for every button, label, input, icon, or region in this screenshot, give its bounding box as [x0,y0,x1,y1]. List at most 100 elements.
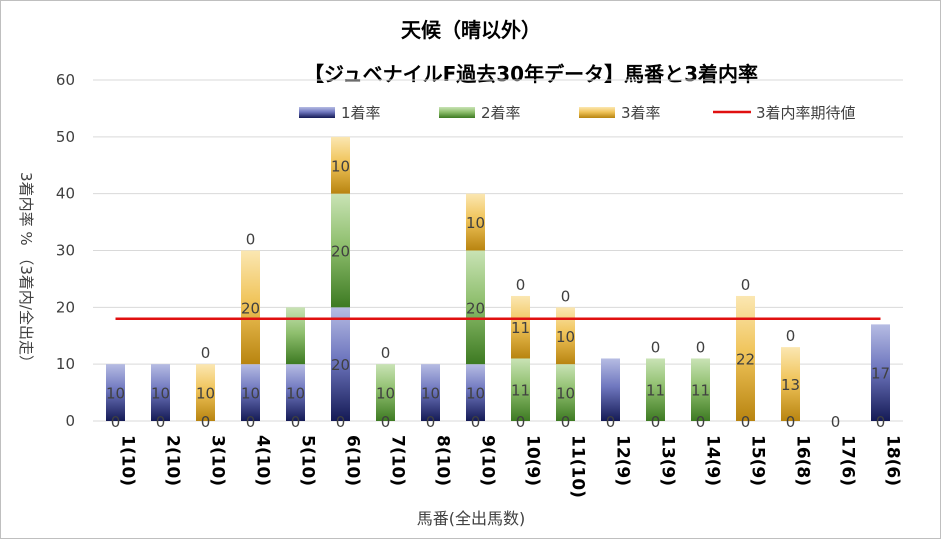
top-label: 0 [786,327,796,345]
data-label: 11 [691,382,710,400]
zero-label: 0 [561,413,571,431]
x-tick-label: 15(9) [748,435,768,486]
x-tick-label: 9(10) [478,435,498,486]
bar-segment-2 [691,358,710,421]
bar-segment-2 [331,193,350,308]
data-label: 10 [106,385,125,403]
legend: 1着率 2着率 3着率 3着内率期待値 [299,104,856,122]
data-label: 11 [511,319,530,337]
x-tick-label: 10(9) [523,435,543,486]
data-label: 10 [241,385,260,403]
data-label: 20 [331,356,350,374]
legend-label-expected: 3着内率期待値 [756,104,856,122]
data-label: 11 [511,382,530,400]
bar-labels: 10 10 10 10 20 10 20 20 10 10 10 10 20 10 11 11 10 10 11 11… [106,157,890,431]
bar-segment-3 [241,250,260,365]
data-label: 10 [151,385,170,403]
chart-title: 天候（晴以外） [401,18,541,42]
data-label: 10 [466,385,485,403]
bar-segment-1 [286,364,305,421]
zero-label: 0 [426,413,436,431]
bars [106,136,890,421]
x-tick-label: 4(10) [253,435,273,486]
data-label: 13 [781,376,800,394]
legend-swatch-3 [579,107,615,118]
x-tick-label: 12(9) [613,435,633,486]
y-tick-label: 30 [56,242,75,260]
y-tick-label: 20 [56,298,75,316]
bar-segment-1 [871,324,890,421]
legend-label-2: 2着率 [481,104,521,122]
top-label: 0 [741,276,751,294]
zero-label: 0 [381,413,391,431]
x-tick-label: 13(9) [658,435,678,486]
x-tick-label: 5(10) [298,435,318,486]
bar-segment-3 [466,193,485,251]
zero-label: 0 [831,413,841,431]
chart-subtitle: 【ジュベナイルF過去30年データ】馬番と3着内率 [304,62,758,86]
bar-segment-3 [781,347,800,421]
x-tick-label: 2(10) [163,435,183,486]
legend-label-1: 1着率 [341,104,381,122]
x-tick-label: 1(10) [118,435,138,486]
x-axis-ticks: 1(10) 2(10) 3(10) 4(10) 5(10) 6(10) 7(10) 8(10)… [118,435,903,498]
x-tick-label: 11(10) [568,435,588,498]
data-label: 10 [466,214,485,232]
y-tick-label: 60 [56,71,75,89]
legend-swatch-2 [439,107,475,118]
data-label: 22 [736,350,755,368]
top-label: 0 [651,338,661,356]
bar-segment-3 [511,295,530,359]
bar-segment-2 [376,364,395,421]
data-label: 10 [556,385,575,403]
zero-label: 0 [471,413,481,431]
legend-swatch-1 [299,107,335,118]
x-tick-label: 8(10) [433,435,453,486]
top-label: 0 [381,344,391,362]
bar-segment-1 [241,364,260,421]
data-label: 20 [466,299,485,317]
data-label: 10 [421,385,440,403]
top-label: 0 [516,276,526,294]
bar-segment-1 [106,364,125,421]
bar-segment-3 [556,307,575,365]
zero-label: 0 [201,413,211,431]
x-axis-label: 馬番(全出馬数) [417,509,526,528]
bar-segment-3 [736,295,755,421]
data-label: 10 [556,328,575,346]
bar-segment-1 [151,364,170,421]
zero-label: 0 [291,413,301,431]
bar-segment-2 [511,358,530,421]
data-label: 10 [196,385,215,403]
y-tick-label: 40 [56,185,75,203]
bar-segment-1 [421,364,440,421]
x-tick-label: 17(6) [838,435,858,486]
x-tick-label: 7(10) [388,435,408,486]
top-label: 0 [561,287,571,305]
bar-segment-2 [466,250,485,365]
y-axis-label: 3着内率 % （3着内/全出走） [17,172,35,370]
x-tick-label: 18(6) [883,435,903,486]
zero-label: 0 [111,413,121,431]
bar-segment-2 [556,364,575,421]
x-tick-label: 16(8) [793,435,813,486]
data-label: 10 [286,385,305,403]
data-label: 20 [241,299,260,317]
zero-label: 0 [696,413,706,431]
gridlines [93,79,903,422]
bar-segment-3 [331,136,350,194]
bar-segment-2 [286,307,305,365]
bar-segment-1 [466,364,485,421]
x-tick-label: 6(10) [343,435,363,486]
bar-segment-3 [196,364,215,421]
top-label: 0 [201,344,211,362]
zero-label: 0 [786,413,796,431]
zero-label: 0 [246,413,256,431]
x-tick-label: 14(9) [703,435,723,486]
legend-label-3: 3着率 [621,104,661,122]
zero-label: 0 [651,413,661,431]
top-label: 0 [696,338,706,356]
y-axis-ticks: 0 10 20 30 40 50 60 [56,71,75,430]
bar-segment-2 [646,358,665,421]
